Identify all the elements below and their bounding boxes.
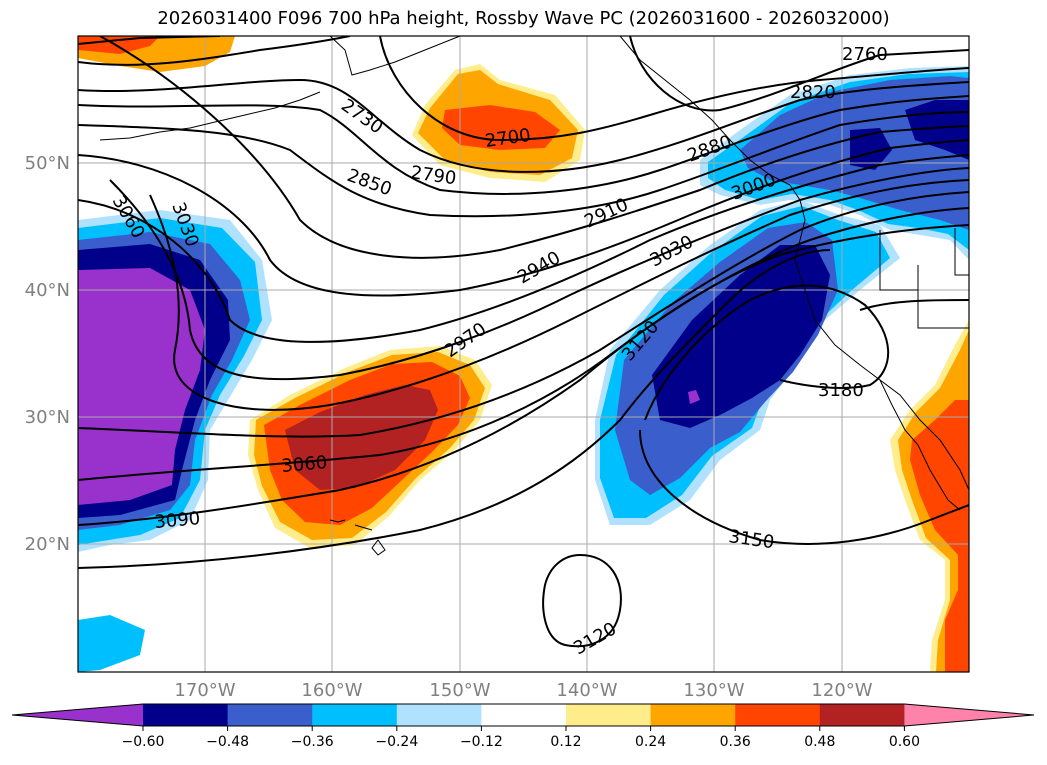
colorbar-segment (312, 704, 398, 726)
shade-rightcenter-navy (652, 245, 830, 428)
contour-line (859, 299, 969, 311)
contour-line (78, 154, 969, 343)
latitude-labels: 50°N 40°N 30°N 20°N (25, 153, 70, 555)
contour-line (629, 36, 969, 112)
contour-line (644, 284, 890, 421)
coast-bc-coast (789, 184, 969, 491)
shade-bottomleft-blue (78, 615, 145, 672)
coast-alaska-panhandle (619, 36, 791, 186)
colorbar-segment (735, 704, 821, 726)
coastlines (99, 36, 969, 556)
lat-label: 50°N (25, 153, 70, 174)
lat-label: 20°N (25, 534, 70, 555)
colorbar-segment (819, 704, 905, 726)
contour-line (78, 139, 969, 297)
contour-line (78, 36, 351, 66)
colorbar-label: −0.60 (122, 734, 165, 750)
colorbar-extend-high (904, 704, 1034, 726)
contour-label: 2910 (581, 194, 631, 232)
contour-line (78, 249, 831, 569)
colorbar-segment (227, 704, 313, 726)
colorbar-extend-low (12, 704, 143, 726)
contour-label: 3180 (818, 380, 864, 401)
coast-alaska (329, 36, 461, 76)
contour-line (639, 429, 969, 545)
height-contours (78, 36, 969, 648)
coast-us-interior (879, 228, 969, 329)
shade-center-darkred (285, 385, 438, 490)
contour-label: 3060 (281, 452, 328, 477)
coast-baja (879, 379, 961, 511)
contour-label: 2820 (790, 82, 836, 103)
colorbar-label: 0.24 (635, 734, 666, 750)
contour-line (78, 36, 221, 45)
contour-label: 3150 (727, 526, 775, 553)
colorbar-label: 0.12 (550, 734, 581, 750)
lat-label: 30°N (25, 407, 70, 428)
longitude-labels: 170°W 160°W 150°W 140°W 130°W 120°W (174, 680, 872, 701)
contour-label: 2730 (337, 95, 387, 138)
contour-line (78, 191, 969, 438)
lon-label: 150°W (429, 680, 490, 701)
shade-rightcenter-purple (688, 390, 700, 404)
contour-line (78, 111, 969, 218)
shade-rightedge-red (910, 400, 969, 672)
shade-topleft-red (78, 36, 160, 54)
shade-left-purple (78, 268, 205, 505)
lon-label: 170°W (174, 680, 235, 701)
contour-line (78, 207, 969, 481)
colorbar: −0.60 −0.48 −0.36 −0.24 −0.12 0.12 0.24 0.36 0.4… (11, 703, 1035, 750)
coast-aleutians (99, 91, 321, 141)
anomaly-shading (78, 36, 969, 672)
contour-line (542, 553, 622, 648)
colorbar-segment (481, 704, 567, 726)
contour-line (99, 36, 969, 259)
map-frame (77, 35, 970, 673)
contour-label: 3090 (154, 508, 201, 533)
colorbar-segment (396, 704, 482, 726)
contour-label: 2760 (842, 44, 888, 65)
contour-line (78, 224, 969, 526)
shade-topright-navy (850, 100, 969, 170)
contour-label: 2970 (441, 319, 491, 362)
colorbar-label: −0.36 (291, 734, 334, 750)
contour-label: 2850 (344, 165, 394, 200)
coast-hawaii (329, 519, 386, 556)
contour-line (78, 95, 969, 195)
contour-label: 3120 (570, 618, 620, 659)
colorbar-label: 0.60 (889, 734, 920, 750)
map-title: 2026031400 F096 700 hPa height, Rossby W… (157, 8, 890, 29)
lon-label: 140°W (556, 680, 617, 701)
colorbar-label: −0.24 (375, 734, 418, 750)
lon-label: 130°W (683, 680, 744, 701)
contour-line (149, 179, 969, 411)
colorbar-label: 0.48 (804, 734, 835, 750)
contour-line (379, 36, 969, 142)
colorbar-segment (566, 704, 652, 726)
lat-label: 40°N (25, 280, 70, 301)
contour-line (109, 167, 969, 381)
contour-line (78, 78, 969, 173)
colorbar-segment (650, 704, 736, 726)
lon-label: 120°W (811, 680, 872, 701)
colorbar-label: −0.12 (460, 734, 503, 750)
colorbar-label: −0.48 (206, 734, 249, 750)
lon-label: 160°W (301, 680, 362, 701)
colorbar-segment (143, 704, 229, 726)
colorbar-label: 0.36 (720, 734, 751, 750)
